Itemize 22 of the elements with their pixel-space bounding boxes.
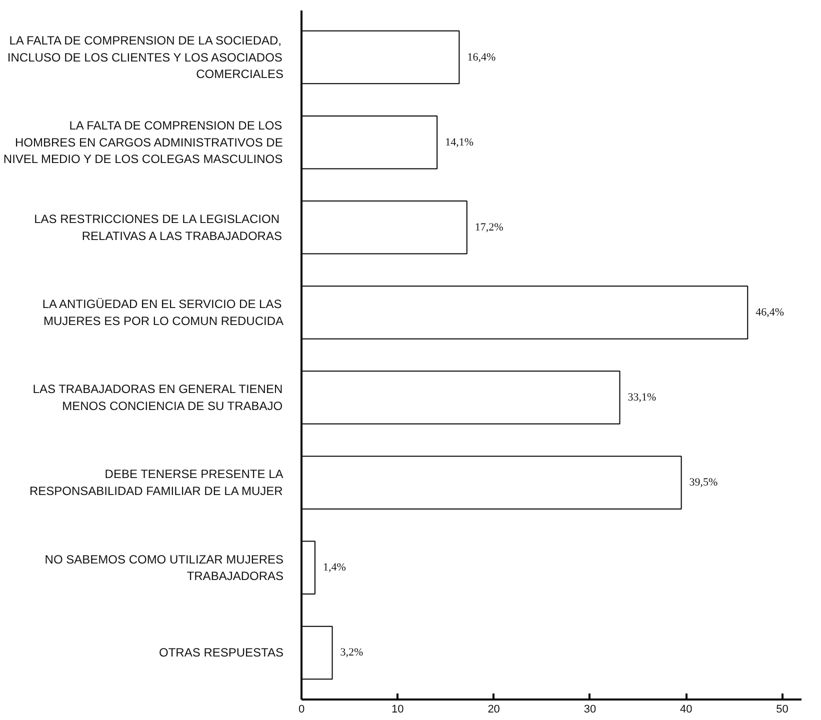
- data-label: 1,4%: [322, 562, 346, 574]
- y-tick-label: LAS TRABAJADORAS EN GENERAL TIENEN MENOS CONCIENCIA DE SU TRABAJO: [32, 382, 283, 413]
- data-label: 3,2%: [340, 646, 364, 659]
- x-tick-label: 40: [680, 704, 692, 716]
- x-tick-label: 50: [776, 704, 788, 716]
- x-tick-label: 30: [584, 704, 596, 716]
- data-label: 17,2%: [474, 221, 504, 234]
- y-tick-label: NO SABEMOS COMO UTILIZAR MUJERES TRABAJADORAS: [44, 552, 284, 584]
- x-tick-label: 20: [488, 704, 500, 716]
- y-tick-label: LAS RESTRICCIONES DE LA LEGISLACION RELATIVAS A LAS TRABAJADORAS: [34, 212, 282, 243]
- y-tick-label: LA FALTA DE COMPRENSION DE LA SOCIEDAD, INCLUSO DE LOS CLIENTES Y LOS ASOCIADOS COMERCIALES: [7, 33, 284, 82]
- y-tick-label: LA FALTA DE COMPRENSION DE LOS HOMBRES EN CARGOS ADMINISTRATIVOS DE NIVEL MEDIO Y DE LOS COLEGAS MASCULINOS: [3, 118, 283, 166]
- data-label: 16,4%: [467, 51, 496, 64]
- data-label: 14,1%: [445, 136, 474, 148]
- y-tick-label: DEBE TENERSE PRESENTE LA RESPONSABILIDAD FAMILIAR DE LA MUJER: [29, 467, 284, 498]
- data-label: 33,1%: [628, 392, 656, 404]
- y-tick-label: LA ANTIGÜEDAD EN EL SERVICIO DE LAS MUJERES ES POR LO COMUN REDUCIDA: [42, 297, 284, 328]
- data-label: 46,4%: [756, 306, 784, 318]
- x-tick-label: 0: [298, 704, 305, 716]
- y-tick-label: OTRAS RESPUESTAS: [159, 646, 284, 660]
- x-tick-label: 10: [392, 704, 404, 716]
- data-label: 39,5%: [689, 476, 718, 489]
